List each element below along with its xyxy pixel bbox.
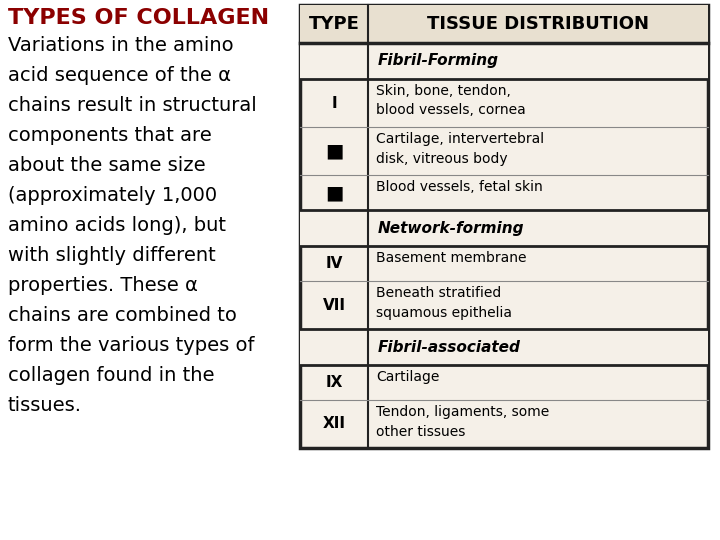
Text: chains result in structural: chains result in structural [8, 96, 257, 115]
Text: collagen found in the: collagen found in the [8, 366, 215, 385]
Text: Skin, bone, tendon,
blood vessels, cornea: Skin, bone, tendon, blood vessels, corne… [376, 84, 526, 118]
Text: ■: ■ [325, 183, 343, 202]
Text: IX: IX [325, 375, 343, 390]
Text: IV: IV [325, 256, 343, 271]
Bar [300, 5, 708, 448]
Text: Fibril-associated: Fibril-associated [378, 340, 521, 354]
Text: Cartilage, intervertebral
disk, vitreous body: Cartilage, intervertebral disk, vitreous… [376, 132, 544, 165]
Text: form the various types of: form the various types of [8, 336, 254, 355]
Text: chains are combined to: chains are combined to [8, 306, 237, 325]
Bar [300, 329, 708, 365]
Text: TYPES OF COLLAGEN: TYPES OF COLLAGEN [8, 8, 269, 28]
Text: Variations in the amino: Variations in the amino [8, 36, 233, 55]
Text: XII: XII [323, 416, 346, 431]
Text: VII: VII [323, 298, 346, 313]
Text: Blood vessels, fetal skin: Blood vessels, fetal skin [376, 180, 543, 194]
Text: components that are: components that are [8, 126, 212, 145]
Text: TISSUE DISTRIBUTION: TISSUE DISTRIBUTION [427, 15, 649, 33]
Text: ■: ■ [325, 141, 343, 160]
Text: I: I [331, 96, 337, 111]
Text: Basement membrane: Basement membrane [376, 251, 526, 265]
Text: Fibril-Forming: Fibril-Forming [378, 53, 499, 69]
Text: acid sequence of the α: acid sequence of the α [8, 66, 231, 85]
Text: Beneath stratified
squamous epithelia: Beneath stratified squamous epithelia [376, 286, 512, 320]
Text: with slightly different: with slightly different [8, 246, 216, 265]
Text: Tendon, ligaments, some
other tissues: Tendon, ligaments, some other tissues [376, 405, 549, 438]
Text: (approximately 1,000: (approximately 1,000 [8, 186, 217, 205]
Text: Cartilage: Cartilage [376, 370, 439, 384]
Text: Network-forming: Network-forming [378, 220, 524, 235]
Text: tissues.: tissues. [8, 396, 82, 415]
Text: TYPE: TYPE [309, 15, 359, 33]
Text: about the same size: about the same size [8, 156, 206, 175]
Bar [300, 5, 708, 43]
Bar [300, 43, 708, 79]
Text: properties. These α: properties. These α [8, 276, 198, 295]
Text: amino acids long), but: amino acids long), but [8, 216, 226, 235]
Bar [300, 210, 708, 246]
